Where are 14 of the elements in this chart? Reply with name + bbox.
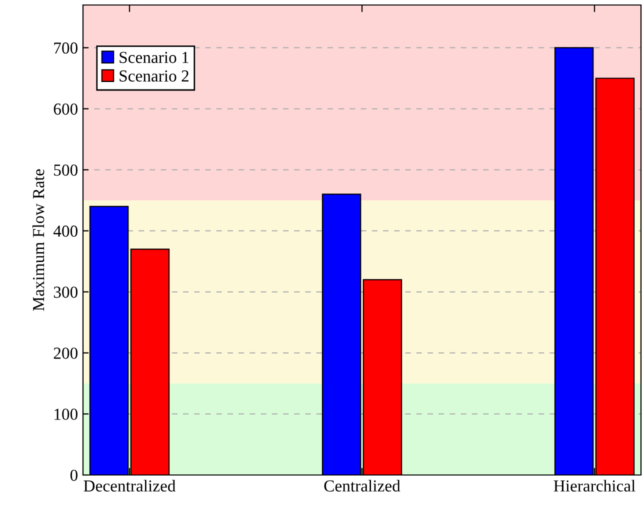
y-tick-label: 600 — [54, 103, 78, 115]
y-tick-label: 100 — [54, 408, 78, 420]
x-tick-label: Decentralized — [84, 480, 176, 492]
legend-label: Scenario 1 — [120, 52, 188, 64]
y-axis-title: Maximum Flow Rate — [32, 169, 44, 311]
x-tick-label: Centralized — [324, 480, 400, 492]
y-tick-label: 700 — [54, 42, 78, 54]
y-tick-label: 500 — [54, 164, 78, 176]
y-tick-label: 400 — [53, 226, 78, 237]
legend-label: Scenario 2 — [120, 70, 188, 82]
y-tick-label: 0 — [70, 470, 78, 481]
y-tick-label: 300 — [54, 286, 78, 298]
x-tick-label: Hierarchical — [554, 480, 636, 492]
y-tick-label: 200 — [54, 348, 78, 359]
